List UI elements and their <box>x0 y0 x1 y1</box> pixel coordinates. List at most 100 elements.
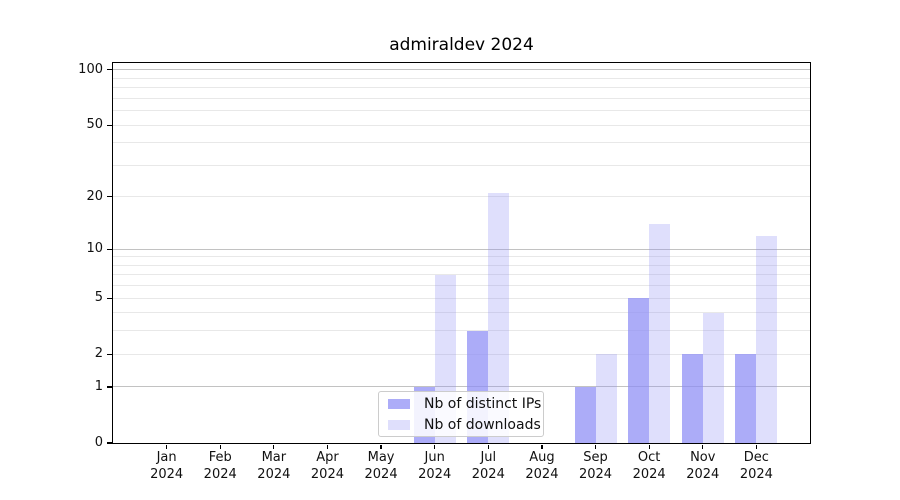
legend-item-distinct-ips: Nb of distinct IPs <box>388 396 541 412</box>
minor-gridline <box>113 353 810 355</box>
major-gridline <box>113 69 810 71</box>
legend-label-distinct-ips: Nb of distinct IPs <box>424 395 542 412</box>
x-tick-month: Apr <box>316 450 339 465</box>
major-gridline <box>113 386 810 388</box>
x-tick-mark <box>487 444 489 449</box>
x-tick-year: 2024 <box>686 466 720 482</box>
x-tick-year: 2024 <box>418 466 452 482</box>
x-tick-mark <box>648 444 650 449</box>
bar-distinct-ips <box>735 354 757 443</box>
x-tick-year: 2024 <box>364 466 398 482</box>
x-tick-year: 2024 <box>203 466 237 482</box>
chart-title: admiraldev 2024 <box>389 35 534 55</box>
major-gridline <box>113 248 810 250</box>
legend-label-downloads: Nb of downloads <box>424 416 541 433</box>
minor-gridline <box>113 330 810 332</box>
minor-gridline <box>113 256 810 258</box>
x-tick-label: Oct 2024 <box>622 450 676 483</box>
y-tick-label: 5 <box>94 290 103 306</box>
bar-distinct-ips <box>681 354 703 443</box>
x-tick-mark <box>702 444 704 449</box>
y-tick-mark <box>106 442 112 444</box>
x-tick-label: Feb 2024 <box>193 450 247 483</box>
minor-gridline <box>113 77 810 79</box>
y-tick-mark <box>106 353 112 355</box>
minor-gridline <box>113 124 810 126</box>
x-tick-mark <box>219 444 221 449</box>
x-tick-month: Jul <box>480 450 497 465</box>
x-tick-month: Dec <box>743 450 769 465</box>
legend-item-downloads: Nb of downloads <box>388 417 541 433</box>
x-tick-month: May <box>367 450 395 465</box>
x-tick-label: May 2024 <box>354 450 408 483</box>
x-tick-label: Jul 2024 <box>461 450 515 483</box>
x-tick-mark <box>755 444 757 449</box>
x-tick-month: Sep <box>583 450 608 465</box>
minor-gridline <box>113 97 810 99</box>
y-tick-mark <box>106 69 112 71</box>
y-tick-mark <box>106 386 112 388</box>
minor-gridline <box>113 274 810 276</box>
x-tick-year: 2024 <box>150 466 184 482</box>
bar-downloads <box>649 224 671 443</box>
y-tick-label: 1 <box>94 378 103 394</box>
x-tick-month: Aug <box>529 450 555 465</box>
minor-gridline <box>113 87 810 89</box>
y-tick-mark <box>106 124 112 126</box>
legend-swatch-distinct-ips-icon <box>388 398 410 409</box>
y-tick-mark <box>106 248 112 250</box>
x-tick-label: Jun 2024 <box>408 450 462 483</box>
legend-swatch-downloads-icon <box>388 419 410 430</box>
x-tick-label: Mar 2024 <box>247 450 301 483</box>
minor-gridline <box>113 297 810 299</box>
bar-downloads <box>595 354 617 443</box>
x-tick-label: Dec 2024 <box>729 450 783 483</box>
minor-gridline <box>113 285 810 287</box>
y-tick-label: 50 <box>86 117 103 133</box>
x-tick-label: Aug 2024 <box>515 450 569 483</box>
x-tick-year: 2024 <box>257 466 291 482</box>
x-tick-year: 2024 <box>525 466 559 482</box>
x-tick-month: Mar <box>261 450 287 465</box>
bar-downloads <box>756 235 778 443</box>
x-tick-mark <box>434 444 436 449</box>
x-tick-mark <box>273 444 275 449</box>
x-tick-year: 2024 <box>471 466 505 482</box>
minor-gridline <box>113 312 810 314</box>
y-tick-label: 0 <box>94 435 103 450</box>
x-tick-label: Nov 2024 <box>676 450 730 483</box>
y-tick-label: 2 <box>94 346 103 362</box>
y-tick-label: 20 <box>86 188 103 204</box>
minor-gridline <box>113 196 810 198</box>
y-tick-label: 100 <box>78 61 103 77</box>
minor-gridline <box>113 164 810 166</box>
y-tick-label: 10 <box>86 241 103 257</box>
minor-gridline <box>113 142 810 144</box>
x-tick-month: Jan <box>156 450 177 465</box>
minor-gridline <box>113 110 810 112</box>
x-tick-mark <box>166 444 168 449</box>
x-tick-year: 2024 <box>632 466 666 482</box>
x-tick-mark <box>594 444 597 449</box>
bar-distinct-ips <box>628 298 650 443</box>
x-tick-label: Jan 2024 <box>140 450 194 483</box>
x-tick-month: Jun <box>424 450 445 465</box>
legend: Nb of distinct IPs Nb of downloads <box>378 391 544 437</box>
x-tick-year: 2024 <box>739 466 773 482</box>
bar-downloads <box>488 193 510 443</box>
bar-distinct-ips <box>574 386 596 443</box>
x-tick-month: Feb <box>208 450 232 465</box>
x-tick-month: Nov <box>690 450 716 465</box>
y-tick-mark <box>106 297 112 299</box>
x-tick-year: 2024 <box>310 466 344 482</box>
x-tick-month: Oct <box>637 450 661 465</box>
x-tick-mark <box>541 444 543 449</box>
x-tick-label: Apr 2024 <box>300 450 354 483</box>
x-tick-year: 2024 <box>578 466 613 482</box>
bar-downloads <box>702 312 724 443</box>
x-tick-mark <box>326 444 329 449</box>
y-tick-mark <box>106 196 112 198</box>
minor-gridline <box>113 264 810 266</box>
x-tick-mark <box>380 444 382 449</box>
